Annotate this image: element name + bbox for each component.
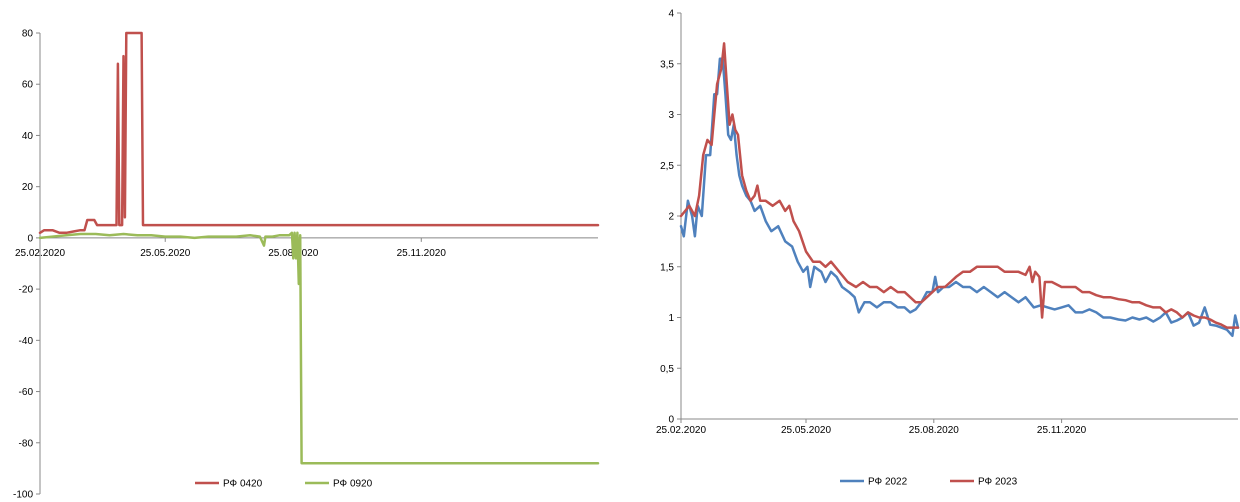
- legend-item: РФ 0420: [195, 479, 263, 490]
- x-tick-label: 25.08.2020: [909, 425, 959, 436]
- x-tick-label: 25.02.2020: [15, 248, 65, 259]
- series-line-рф-0920: [38, 231, 600, 465]
- legend-label: РФ 0420: [223, 479, 263, 490]
- y-tick-label: 0: [668, 415, 674, 426]
- y-tick-label: 40: [22, 131, 34, 142]
- x-tick-label: 25.05.2020: [140, 248, 190, 259]
- series-line-рф-2023: [679, 42, 1240, 329]
- x-tick-label: 25.05.2020: [781, 425, 831, 436]
- y-tick-label: -60: [19, 387, 34, 398]
- x-tick-label: 25.02.2020: [656, 425, 706, 436]
- y-tick-label: 2,5: [660, 161, 674, 172]
- y-tick-label: 0: [27, 233, 33, 244]
- x-tick-label: 25.11.2020: [1037, 425, 1087, 436]
- series-line-рф-0420: [38, 31, 600, 235]
- legend-label: РФ 0920: [333, 479, 373, 490]
- right-chart: 4 3,5 3 2,5 2 1,5 1 0,5 0 25.02.2020 25.05.2020 25.…: [620, 0, 1240, 502]
- y-tick-label: 1,5: [660, 262, 674, 273]
- y-tick-label: 0,5: [660, 364, 674, 375]
- left-chart-svg: 80 60 40 20 0 -20 -40 -60 -80 -100 25.02.2020 25.05…: [13, 29, 600, 501]
- y-tick-label: -80: [19, 438, 34, 449]
- y-tick-label: 4: [668, 9, 674, 20]
- legend-item: РФ 0920: [305, 479, 373, 490]
- y-tick-label: 60: [22, 80, 34, 91]
- y-tick-label: 80: [22, 29, 34, 40]
- x-tick-label: 25.11.2020: [397, 248, 447, 259]
- legend-label: РФ 2023: [978, 477, 1018, 488]
- left-chart: 80 60 40 20 0 -20 -40 -60 -80 -100 25.02.2020 25.05…: [0, 0, 610, 502]
- y-tick-label: -40: [19, 336, 34, 347]
- right-chart-svg: 4 3,5 3 2,5 2 1,5 1 0,5 025.02.2020 25.05.2020 25.…: [656, 9, 1240, 488]
- y-tick-label: 1: [668, 313, 674, 324]
- legend-item: РФ 2023: [950, 477, 1018, 488]
- legend-item: РФ 2022: [840, 477, 908, 488]
- y-tick-label: 3,5: [660, 59, 674, 70]
- y-tick-label: 2: [668, 212, 674, 223]
- y-tick-label: -20: [19, 285, 34, 296]
- series-line-рф-2022: [679, 57, 1240, 338]
- legend-label: РФ 2022: [868, 477, 908, 488]
- y-tick-label: -100: [13, 490, 33, 501]
- y-tick-label: 3: [668, 110, 674, 121]
- y-tick-label: 20: [22, 182, 34, 193]
